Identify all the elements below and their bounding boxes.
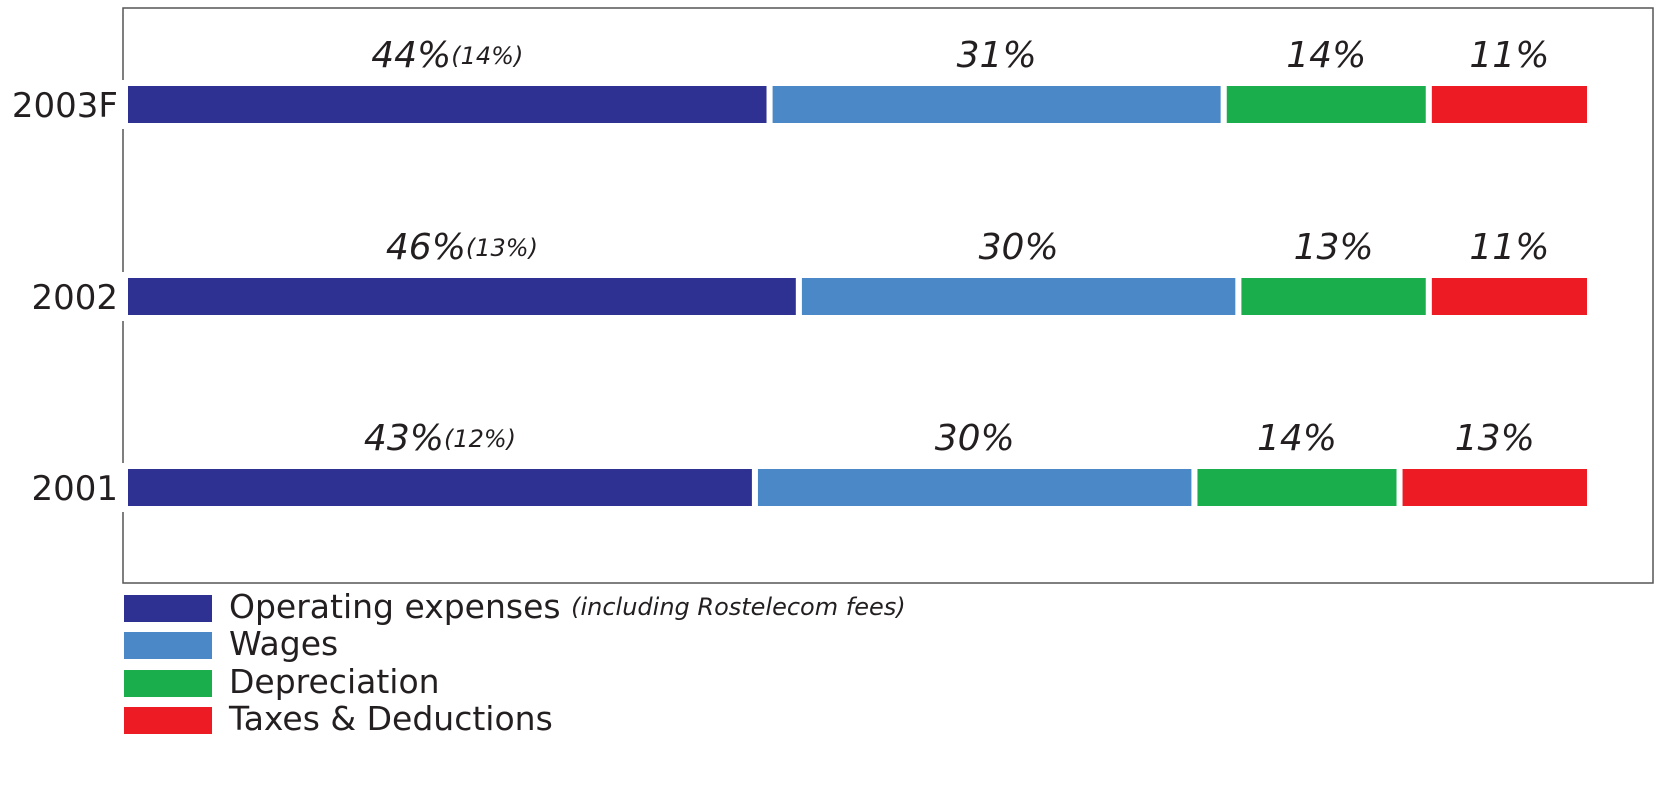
legend-space [561,587,572,626]
value-label-main: 30% [935,418,1015,459]
value-label: 30% [979,227,1059,268]
legend-note: (including Rostelecom fees) [571,593,906,621]
value-label-main: 46% [386,227,466,268]
category-label: 2003F [12,86,118,126]
value-label: 31% [957,35,1037,76]
value-label: 30% [935,418,1015,459]
legend-name: Operating expenses [229,587,561,626]
value-label: 14% [1286,35,1366,76]
bar-segment [1191,463,1403,512]
legend-swatch [124,595,212,622]
value-label-main: 11% [1469,35,1549,76]
bar-segment [1235,272,1432,321]
value-label-main: 44% [371,35,451,76]
legend-name: Wages [229,624,338,663]
value-label-main: 14% [1286,35,1366,76]
value-label-main: 30% [979,227,1059,268]
category-label: 2002 [31,278,118,318]
bar-segment [1396,463,1594,512]
legend-swatch [124,707,212,734]
value-label-sub: (14%) [451,42,523,70]
value-label-main: 13% [1455,418,1535,459]
value-label: 11% [1469,227,1549,268]
bar-segment [1425,272,1593,321]
category-label: 2001 [31,469,118,509]
value-label-main: 14% [1257,418,1337,459]
value-label-main: 13% [1294,227,1374,268]
value-label-main: 31% [957,35,1037,76]
value-label: 44%(14%) [371,35,523,76]
bar-segment [766,80,1227,129]
value-label-sub: (12%) [444,425,516,453]
value-label: 13% [1455,418,1535,459]
bar-segment [122,80,773,129]
bar-segment [122,272,802,321]
legend-swatch [124,670,212,697]
value-label: 46%(13%) [386,227,538,268]
legend-name: Taxes & Deductions [228,699,553,738]
bar-segment [1220,80,1432,129]
value-label: 13% [1294,227,1374,268]
bar-segment [122,463,758,512]
legend-label: Depreciation [229,662,440,701]
value-label: 14% [1257,418,1337,459]
legend-label: Taxes & Deductions [228,699,553,738]
legend-label: Wages [229,624,338,663]
value-label: 11% [1469,35,1549,76]
bar-segment [795,272,1242,321]
legend-swatch [124,632,212,659]
value-label-main: 11% [1469,227,1549,268]
value-label: 43%(12%) [364,418,516,459]
value-label-main: 43% [364,418,444,459]
value-label-sub: (13%) [466,234,538,262]
legend-label: Operating expenses (including Rostelecom… [229,587,906,626]
bar-segment [751,463,1198,512]
bar-segment [1425,80,1593,129]
legend-name: Depreciation [229,662,440,701]
